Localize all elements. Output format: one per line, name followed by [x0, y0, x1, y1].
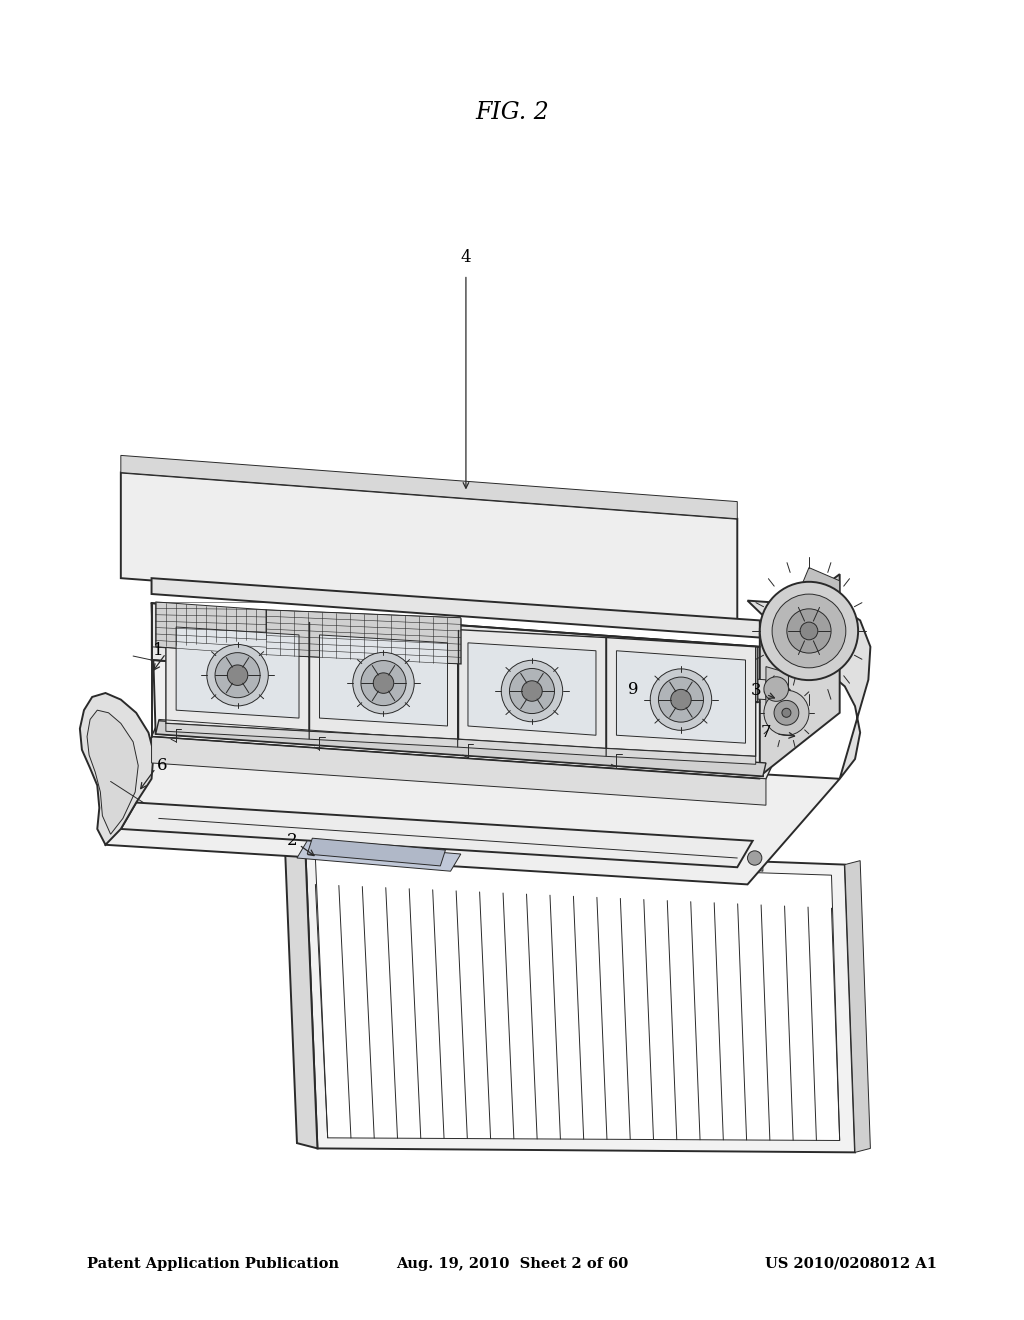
- Text: 4: 4: [461, 249, 471, 265]
- Polygon shape: [121, 473, 737, 624]
- Circle shape: [772, 594, 846, 668]
- Polygon shape: [152, 737, 766, 805]
- Polygon shape: [319, 635, 447, 726]
- Polygon shape: [105, 737, 840, 884]
- Circle shape: [360, 660, 406, 706]
- Polygon shape: [152, 578, 760, 638]
- Circle shape: [521, 681, 543, 701]
- Polygon shape: [87, 710, 138, 834]
- Polygon shape: [458, 630, 606, 748]
- Circle shape: [671, 689, 691, 710]
- Circle shape: [800, 622, 818, 640]
- Text: 3: 3: [751, 682, 761, 698]
- Text: 2: 2: [287, 833, 297, 849]
- Polygon shape: [121, 455, 737, 519]
- Polygon shape: [309, 622, 458, 739]
- Polygon shape: [748, 846, 763, 871]
- Circle shape: [317, 832, 332, 845]
- Polygon shape: [176, 627, 299, 718]
- Text: 6: 6: [157, 758, 167, 774]
- Polygon shape: [616, 651, 745, 743]
- Polygon shape: [468, 643, 596, 735]
- Circle shape: [352, 652, 414, 714]
- Text: 1: 1: [154, 643, 164, 659]
- Circle shape: [764, 690, 809, 735]
- Polygon shape: [156, 602, 266, 655]
- Circle shape: [501, 660, 563, 722]
- Circle shape: [509, 668, 555, 714]
- Text: US 2010/0208012 A1: US 2010/0208012 A1: [765, 1257, 937, 1271]
- Polygon shape: [152, 603, 758, 702]
- Circle shape: [207, 644, 268, 706]
- Circle shape: [760, 582, 858, 680]
- Polygon shape: [315, 858, 840, 1140]
- Polygon shape: [845, 861, 870, 1152]
- Polygon shape: [121, 803, 753, 867]
- Circle shape: [786, 609, 831, 653]
- Polygon shape: [766, 667, 788, 713]
- Polygon shape: [152, 603, 763, 776]
- Circle shape: [774, 701, 799, 725]
- Polygon shape: [305, 845, 855, 1152]
- Circle shape: [215, 652, 260, 698]
- Polygon shape: [156, 721, 766, 776]
- Polygon shape: [606, 638, 756, 756]
- Circle shape: [748, 851, 762, 865]
- Polygon shape: [606, 748, 756, 764]
- Polygon shape: [760, 574, 840, 776]
- Polygon shape: [80, 693, 154, 845]
- Text: Aug. 19, 2010  Sheet 2 of 60: Aug. 19, 2010 Sheet 2 of 60: [396, 1257, 628, 1271]
- Polygon shape: [317, 829, 333, 851]
- Circle shape: [227, 665, 248, 685]
- Text: 9: 9: [628, 681, 638, 697]
- Polygon shape: [458, 739, 606, 756]
- Polygon shape: [152, 709, 778, 779]
- Circle shape: [658, 677, 703, 722]
- Circle shape: [373, 673, 393, 693]
- Polygon shape: [152, 640, 766, 700]
- Polygon shape: [309, 731, 458, 747]
- Polygon shape: [266, 610, 461, 664]
- Polygon shape: [297, 841, 461, 871]
- Circle shape: [764, 677, 788, 701]
- Circle shape: [782, 709, 791, 717]
- Polygon shape: [166, 723, 309, 739]
- Text: Patent Application Publication: Patent Application Publication: [87, 1257, 339, 1271]
- Polygon shape: [166, 614, 309, 731]
- Circle shape: [650, 669, 712, 730]
- Polygon shape: [285, 840, 317, 1148]
- Text: FIG. 2: FIG. 2: [475, 100, 549, 124]
- Polygon shape: [776, 568, 840, 647]
- Polygon shape: [307, 838, 445, 866]
- Text: 7: 7: [761, 725, 771, 741]
- Polygon shape: [748, 601, 870, 779]
